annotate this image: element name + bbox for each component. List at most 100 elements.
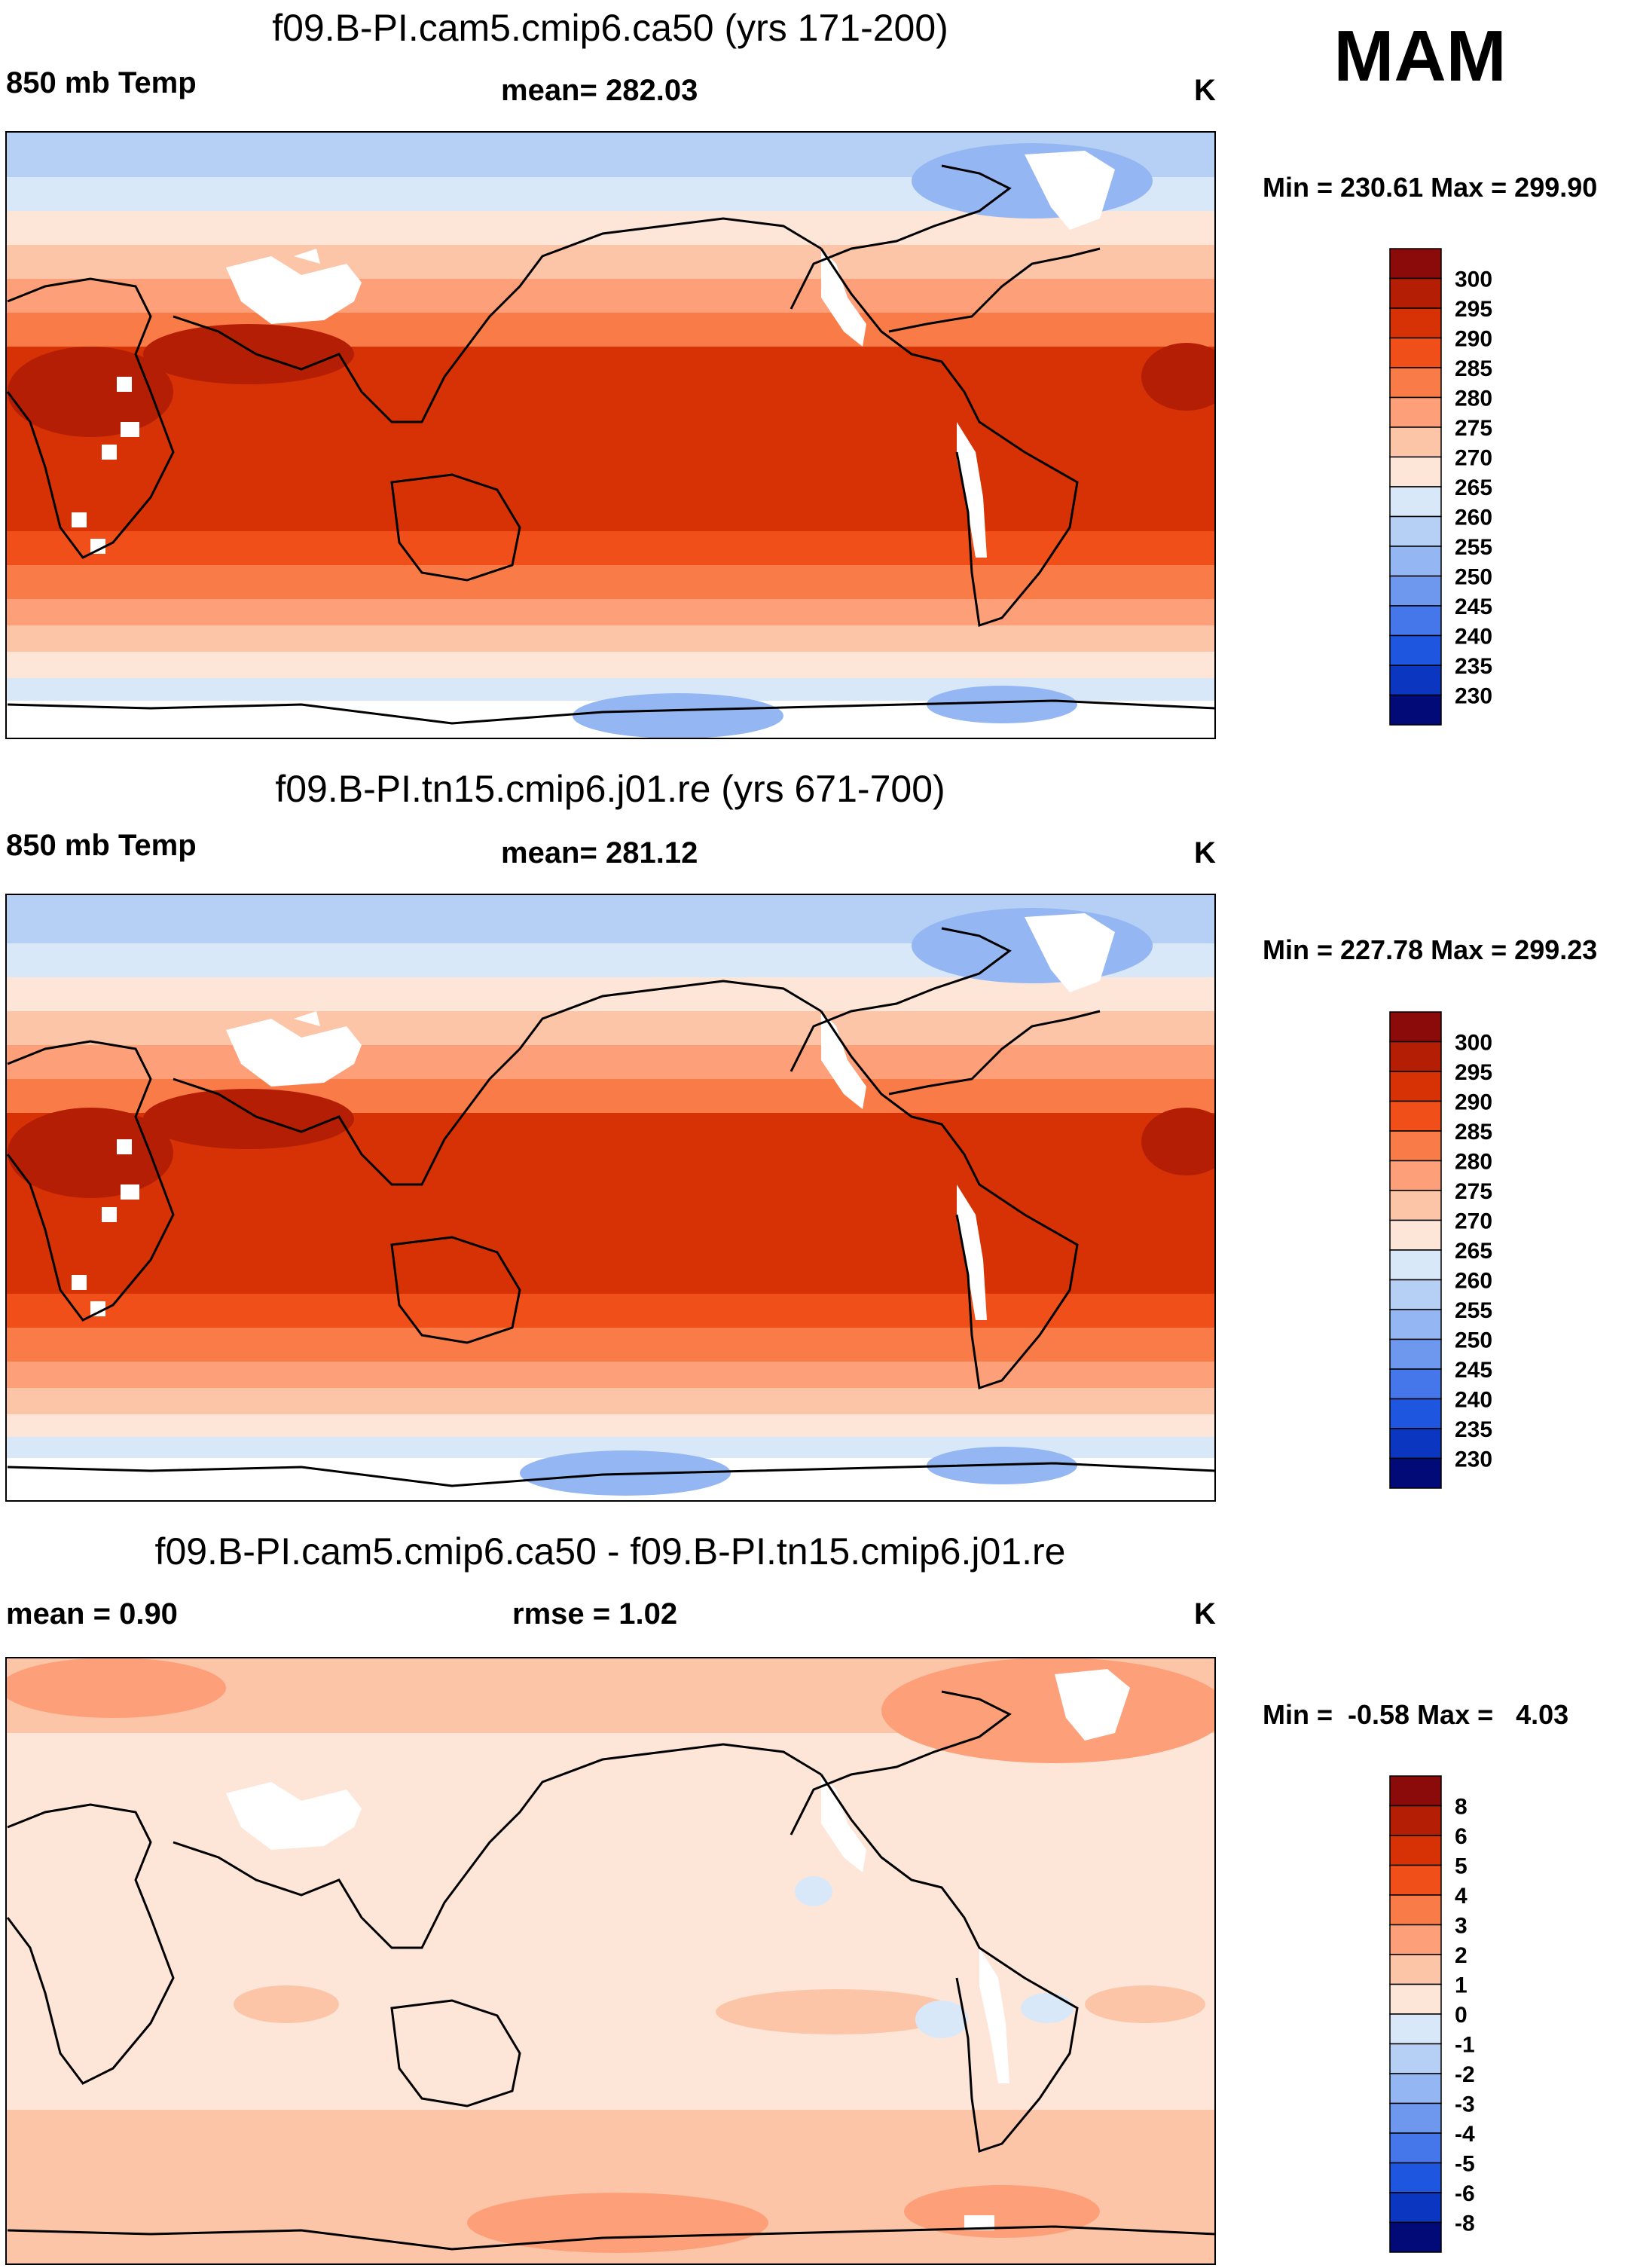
colorbar-swatch bbox=[1389, 1309, 1442, 1340]
colorbar-tick-label: 6 bbox=[1455, 1824, 1468, 1849]
colorbar-swatch bbox=[1389, 1249, 1442, 1281]
colorbar-swatch bbox=[1389, 1457, 1442, 1489]
colorbar-swatch bbox=[1389, 1130, 1442, 1162]
panel-3-mean: mean = 0.90 bbox=[6, 1597, 178, 1631]
colorbar-swatch bbox=[1389, 1279, 1442, 1310]
colorbar-panel-3: 8 6 5 4 3 2 1 0 -1 -2 -3 -4 -5 -6 -8 bbox=[1389, 1775, 1475, 2253]
colorbar-tick-label: 275 bbox=[1455, 1179, 1492, 1204]
colorbar-swatch bbox=[1389, 1428, 1442, 1460]
colorbar-swatch bbox=[1389, 515, 1442, 547]
colorbar-tick-label: -3 bbox=[1455, 2092, 1475, 2117]
colorbar-swatch bbox=[1389, 1924, 1442, 1955]
colorbar-swatch bbox=[1389, 1864, 1442, 1896]
colorbar-tick-label: -5 bbox=[1455, 2152, 1475, 2177]
panel-1-title: f09.B-PI.cam5.cmip6.ca50 (yrs 171-200) bbox=[272, 7, 948, 49]
colorbar-tick-label: 265 bbox=[1455, 475, 1492, 500]
colorbar-swatch bbox=[1389, 1368, 1442, 1400]
colorbar-swatch bbox=[1389, 2073, 1442, 2104]
colorbar-tick-label: 300 bbox=[1455, 267, 1492, 292]
colorbar-swatch bbox=[1389, 426, 1442, 458]
colorbar-swatch bbox=[1389, 456, 1442, 488]
colorbar-tick-label: 240 bbox=[1455, 625, 1492, 650]
colorbar-swatch bbox=[1389, 1805, 1442, 1836]
colorbar-swatch bbox=[1389, 2192, 1442, 2224]
colorbar-tick-label: 245 bbox=[1455, 595, 1492, 619]
colorbar-tick-label: 3 bbox=[1455, 1914, 1468, 1939]
colorbar-swatch bbox=[1389, 634, 1442, 666]
colorbar-swatch bbox=[1389, 277, 1442, 309]
colorbar-swatch bbox=[1389, 1190, 1442, 1221]
colorbar-tick-label: 285 bbox=[1455, 356, 1492, 381]
panel-3-units: K bbox=[1194, 1597, 1216, 1631]
colorbar-tick-label: 295 bbox=[1455, 297, 1492, 322]
panel-3-rmse: rmse = 1.02 bbox=[512, 1597, 678, 1631]
colorbar-swatch bbox=[1389, 1071, 1442, 1102]
colorbar-tick-label: 295 bbox=[1455, 1060, 1492, 1085]
colorbar-panel-2: 300 295 290 285 280 275 270 265 260 255 250 245 240 2… bbox=[1389, 1011, 1492, 1489]
colorbar-tick-label: 280 bbox=[1455, 1150, 1492, 1175]
colorbar-swatch bbox=[1389, 1219, 1442, 1251]
colorbar-tick-label: 280 bbox=[1455, 387, 1492, 411]
panel-2-minmax: Min = 227.78 Max = 299.23 bbox=[1263, 934, 1598, 965]
colorbar-tick-label: 290 bbox=[1455, 1090, 1492, 1115]
colorbar-tick-label: 250 bbox=[1455, 1328, 1492, 1353]
colorbar-panel-1: 300 295 290 285 280 275 270 265 260 255 250 245 240 2… bbox=[1389, 248, 1492, 726]
colorbar-swatch bbox=[1389, 694, 1442, 726]
colorbar-tick-label: 235 bbox=[1455, 654, 1492, 679]
colorbar-tick-label: -8 bbox=[1455, 2211, 1475, 2236]
colorbar-tick-label: 270 bbox=[1455, 446, 1492, 471]
colorbar-swatch bbox=[1389, 2043, 1442, 2074]
panel-2-map bbox=[6, 894, 1215, 1501]
panel-1-mean: mean= 282.03 bbox=[501, 74, 698, 107]
colorbar-tick-label: 265 bbox=[1455, 1239, 1492, 1264]
panel-2-units: K bbox=[1194, 836, 1216, 870]
panel-2-left-label: 850 mb Temp bbox=[6, 829, 197, 862]
panel-1-map bbox=[6, 132, 1215, 738]
colorbar-swatch bbox=[1389, 1338, 1442, 1370]
colorbar-swatch bbox=[1389, 1835, 1442, 1866]
colorbar-tick-label: 230 bbox=[1455, 684, 1492, 709]
panel-2-title: f09.B-PI.tn15.cmip6.j01.re (yrs 671-700) bbox=[275, 768, 945, 810]
colorbar-swatch bbox=[1389, 2132, 1442, 2164]
colorbar-swatch bbox=[1389, 2102, 1442, 2134]
colorbar-swatch bbox=[1389, 605, 1442, 637]
panel-3-map bbox=[6, 1658, 1215, 2264]
panel-1-left-label: 850 mb Temp bbox=[6, 66, 197, 99]
colorbar-swatch bbox=[1389, 1983, 1442, 2015]
colorbar-tick-label: 8 bbox=[1455, 1795, 1468, 1820]
colorbar-tick-label: 1 bbox=[1455, 1973, 1468, 1998]
colorbar-swatch bbox=[1389, 575, 1442, 607]
colorbar-tick-label: 240 bbox=[1455, 1388, 1492, 1413]
season-label: MAM bbox=[1333, 16, 1507, 96]
colorbar-tick-label: 250 bbox=[1455, 565, 1492, 590]
colorbar-swatch bbox=[1389, 2221, 1442, 2253]
colorbar-swatch bbox=[1389, 1100, 1442, 1132]
colorbar-tick-label: 255 bbox=[1455, 1298, 1492, 1323]
colorbar-swatch bbox=[1389, 1011, 1442, 1043]
colorbar-tick-label: 275 bbox=[1455, 416, 1492, 441]
colorbar-tick-label: -2 bbox=[1455, 2062, 1475, 2087]
colorbar-swatch bbox=[1389, 248, 1442, 280]
colorbar-swatch bbox=[1389, 1775, 1442, 1807]
colorbar-tick-label: 235 bbox=[1455, 1417, 1492, 1442]
colorbar-swatch bbox=[1389, 396, 1442, 428]
colorbar-tick-label: 245 bbox=[1455, 1358, 1492, 1383]
colorbar-swatch bbox=[1389, 2013, 1442, 2045]
colorbar-swatch bbox=[1389, 486, 1442, 518]
colorbar-tick-label: 260 bbox=[1455, 506, 1492, 530]
colorbar-tick-label: 285 bbox=[1455, 1120, 1492, 1145]
colorbar-tick-label: 290 bbox=[1455, 327, 1492, 352]
colorbar-tick-label: -1 bbox=[1455, 2033, 1475, 2058]
colorbar-swatch bbox=[1389, 1894, 1442, 1926]
colorbar-swatch bbox=[1389, 307, 1442, 339]
colorbar-swatch bbox=[1389, 1160, 1442, 1191]
colorbar-tick-label: 4 bbox=[1455, 1884, 1468, 1909]
colorbar-swatch bbox=[1389, 1398, 1442, 1429]
colorbar-tick-label: 260 bbox=[1455, 1269, 1492, 1294]
colorbar-swatch bbox=[1389, 1954, 1442, 1985]
panel-1-units: K bbox=[1194, 74, 1216, 107]
colorbar-tick-label: 0 bbox=[1455, 2003, 1468, 2028]
panel-2-mean: mean= 281.12 bbox=[501, 836, 698, 870]
colorbar-tick-label: 255 bbox=[1455, 535, 1492, 560]
